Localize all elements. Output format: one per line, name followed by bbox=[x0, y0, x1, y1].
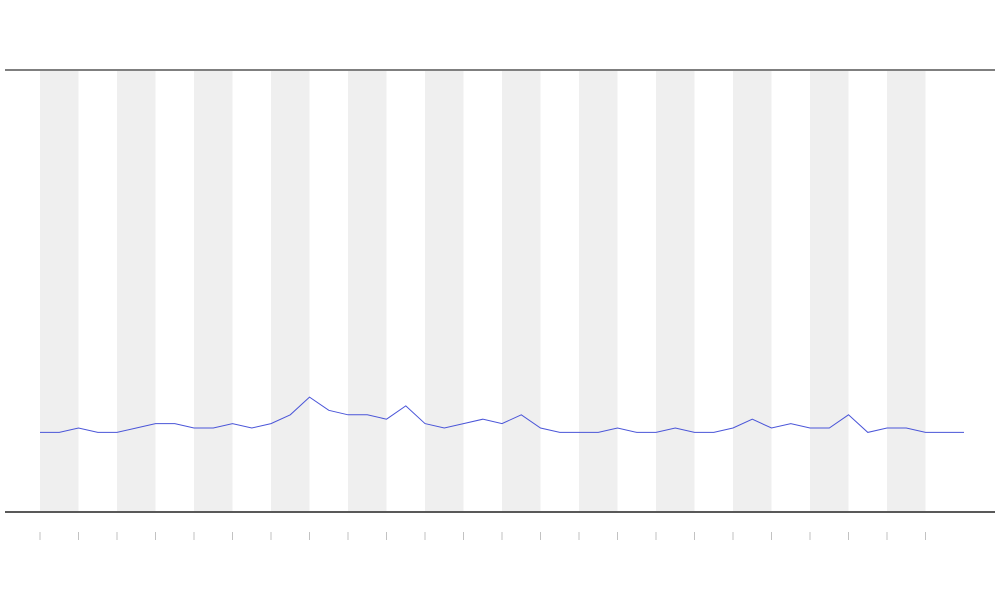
shaded-band bbox=[117, 71, 156, 511]
shaded-band bbox=[271, 71, 310, 511]
shaded-band bbox=[502, 71, 541, 511]
shaded-band bbox=[348, 71, 387, 511]
shaded-band bbox=[656, 71, 695, 511]
shaded-band bbox=[887, 71, 926, 511]
plot-layer bbox=[39, 71, 964, 540]
shaded-band bbox=[733, 71, 772, 511]
shaded-band bbox=[40, 71, 79, 511]
shaded-band bbox=[579, 71, 618, 511]
shaded-band bbox=[810, 71, 849, 511]
shaded-band bbox=[194, 71, 233, 511]
shaded-band bbox=[425, 71, 464, 511]
series-line bbox=[40, 396, 964, 433]
